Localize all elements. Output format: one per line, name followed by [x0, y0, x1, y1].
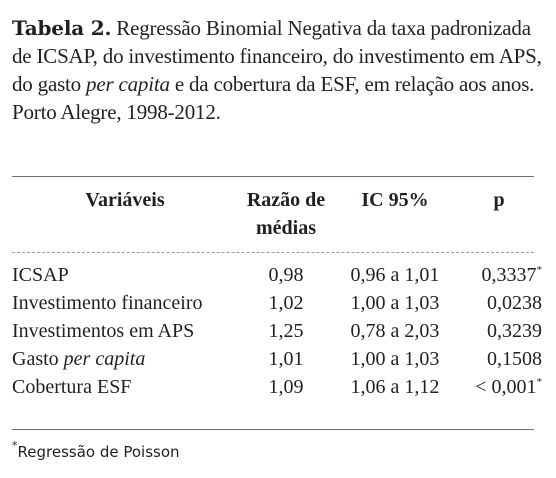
- table-row: Gasto per capita 1,01 1,00 a 1,03 0,1508: [12, 345, 542, 373]
- cell-ci: 1,00 a 1,03: [350, 348, 440, 370]
- cell-variable: Investimento financeiro: [12, 292, 203, 314]
- caption-text-start: Regressão Binomial Negativa da taxa padr…: [12, 16, 542, 96]
- header-variaveis: Variáveis: [85, 189, 165, 211]
- footnote-text: Regressão de Poisson: [17, 443, 180, 461]
- cell-ratio: 1,02: [268, 292, 304, 314]
- cell-ratio: 1,09: [268, 376, 304, 398]
- cell-ci: 1,00 a 1,03: [350, 292, 440, 314]
- cell-variable: ICSAP: [12, 264, 69, 286]
- table-caption: Tabela 2. Regressão Binomial Negativa da…: [12, 14, 544, 126]
- bottom-rule: [12, 429, 534, 430]
- cell-p: 0,3239: [487, 320, 542, 342]
- footnote-marker: *: [12, 439, 18, 452]
- cell-ratio: 1,25: [268, 320, 304, 342]
- cell-ratio: 1,01: [268, 348, 304, 370]
- cell-variable: Gasto per capita: [12, 348, 146, 370]
- poisson-marker: *: [536, 264, 543, 276]
- cell-ci: 0,78 a 2,03: [350, 320, 440, 342]
- header-rule: [12, 252, 534, 253]
- results-table: Variáveis Razão de médias IC 95% p ICSAP…: [12, 186, 542, 401]
- cell-p: 0,0238: [487, 292, 542, 314]
- header-ic-95: IC 95%: [361, 189, 429, 211]
- cell-variable: Cobertura ESF: [12, 376, 132, 398]
- poisson-marker: *: [536, 376, 543, 388]
- caption-italic-term: per capita: [86, 72, 170, 96]
- table-row: Investimento financeiro 1,02 1,00 a 1,03…: [12, 289, 542, 317]
- table-footnote: *Regressão de Poisson: [12, 440, 180, 461]
- table-row: Investimentos em APS 1,25 0,78 a 2,03 0,…: [12, 317, 542, 345]
- cell-p: 0,1508: [487, 348, 542, 370]
- cell-ci: 1,06 a 1,12: [350, 376, 440, 398]
- header-razao-de-medias: Razão de médias: [246, 189, 326, 239]
- table-row: ICSAP 0,98 0,96 a 1,01 0,3337*: [12, 261, 542, 289]
- header-p: p: [493, 189, 505, 211]
- caption-text-end: e da cobertura da ESF, em relação aos an…: [12, 72, 535, 124]
- cell-variable: Investimentos em APS: [12, 320, 195, 342]
- caption-label: Tabela 2.: [12, 16, 112, 40]
- cell-ci: 0,96 a 1,01: [350, 264, 440, 286]
- cell-ratio: 0,98: [268, 264, 304, 286]
- cell-p: 0,3337*: [481, 264, 543, 286]
- table-row: Cobertura ESF 1,09 1,06 a 1,12 < 0,001*: [12, 373, 542, 401]
- top-rule: [12, 176, 534, 177]
- cell-p: < 0,001*: [475, 376, 543, 398]
- table-header-row: Variáveis Razão de médias IC 95% p: [12, 186, 542, 242]
